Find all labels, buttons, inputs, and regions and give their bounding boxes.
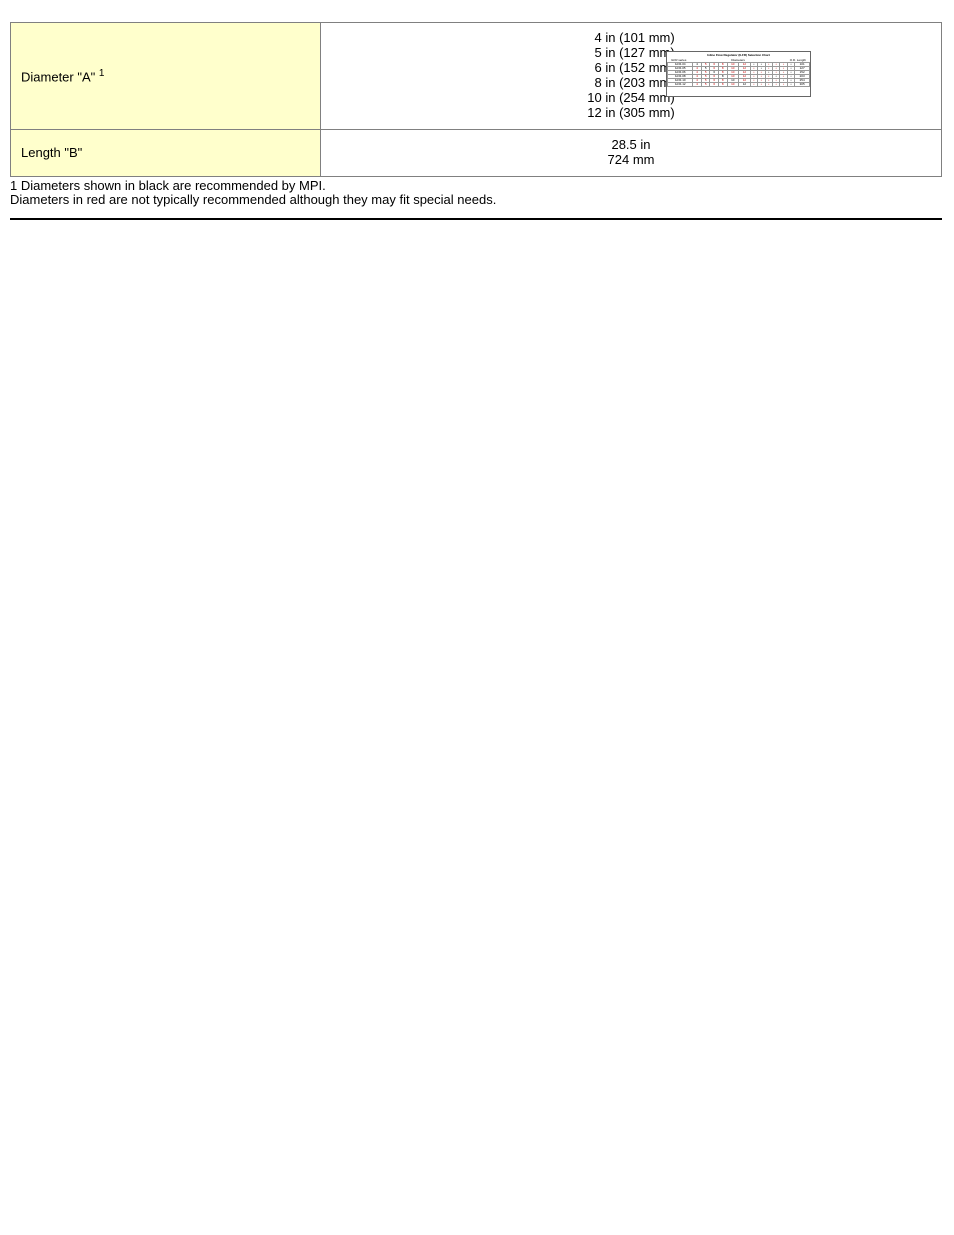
length-value: 28.5 in <box>608 138 655 153</box>
diameter-value: 10 in (254 mm) <box>587 91 674 106</box>
spec-table: Diameter "A" 1 4 in (101 mm) 5 in (127 m… <box>10 22 942 177</box>
section-divider <box>10 218 942 220</box>
row-label: Diameter "A" <box>21 69 95 84</box>
label-cell-length: Length "B" <box>11 129 321 176</box>
mini-chart-rowlabel: ILFR-12 <box>668 83 693 87</box>
diameter-value: 5 in (127 mm) <box>587 46 674 61</box>
table-row: Diameter "A" 1 4 in (101 mm) 5 in (127 m… <box>11 23 942 130</box>
selection-chart-thumbnail[interactable]: Inline Flow Regulator (ILFR) Selection C… <box>666 51 811 97</box>
diameter-values-list: 4 in (101 mm) 5 in (127 mm) 6 in (152 mm… <box>587 31 674 121</box>
length-values-list: 28.5 in 724 mm <box>608 138 655 168</box>
length-value: 724 mm <box>608 153 655 168</box>
value-cell-length: 28.5 in 724 mm <box>321 129 942 176</box>
diameter-value: 6 in (152 mm) <box>587 61 674 76</box>
footnotes: 1 Diameters shown in black are recommend… <box>10 179 944 209</box>
row-label: Length "B" <box>21 145 82 160</box>
footnote-line: Diameters in red are not typically recom… <box>10 193 944 208</box>
value-cell-diameter: 4 in (101 mm) 5 in (127 mm) 6 in (152 mm… <box>321 23 942 130</box>
diameter-value: 4 in (101 mm) <box>587 31 674 46</box>
mini-chart-row: ILFR-12 45681012••••••305 <box>668 83 810 87</box>
diameter-value: 12 in (305 mm) <box>587 106 674 121</box>
footnote-line: 1 Diameters shown in black are recommend… <box>10 179 944 194</box>
table-row: Length "B" 28.5 in 724 mm <box>11 129 942 176</box>
diameter-value: 8 in (203 mm) <box>587 76 674 91</box>
row-superscript: 1 <box>99 68 105 79</box>
mini-chart-grid: ILFR-04 45681012••••••101 ILFR-05 456810… <box>667 62 810 87</box>
label-cell-diameter: Diameter "A" 1 <box>11 23 321 130</box>
